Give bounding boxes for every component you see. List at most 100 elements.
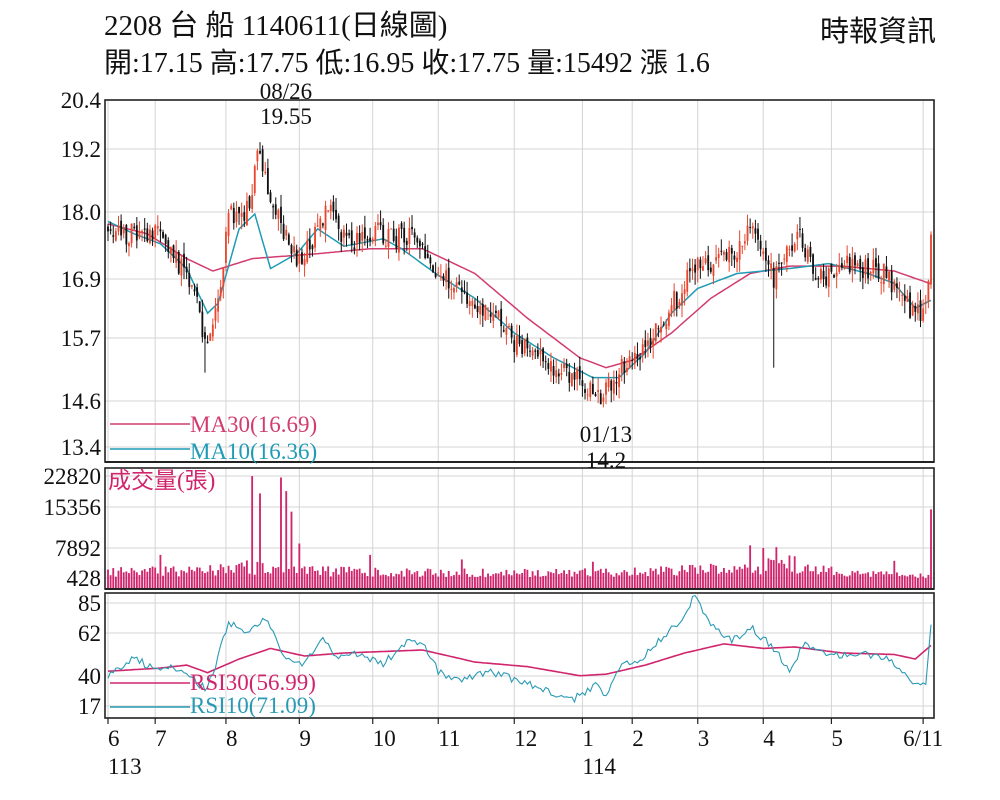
low-date-annotation: 01/13 [580,422,632,447]
volume-bar [298,543,301,589]
volume-bar [277,567,280,589]
volume-bar [817,574,820,589]
candle-body [285,229,288,236]
candle-body [209,333,212,341]
volume-bar [725,572,728,589]
volume-bar [322,566,324,589]
candle-body [266,167,269,194]
candle-body [143,228,146,230]
volume-bar [602,572,605,589]
volume-bar [544,575,547,589]
volume-bar [253,574,256,589]
rsi-tick-label: 17 [78,694,101,719]
volume-bar [864,573,867,589]
volume-bar [914,576,917,589]
candle-body [830,263,833,272]
candle-body [508,325,510,327]
candle-body [164,234,167,244]
candle-body [114,231,117,241]
volume-bar [927,574,930,589]
volume-bar [686,572,689,589]
candle-body [497,311,500,318]
source-brand: 時報資訊 [819,16,936,48]
volume-bar [445,576,448,589]
volume-bar [180,570,183,589]
volume-bar [641,573,644,589]
volume-bar [295,572,298,589]
candle-body [728,246,731,263]
volume-bar [741,568,744,589]
volume-bar [916,577,919,589]
candle-body [411,226,413,230]
candle-body [882,263,885,285]
volume-bar [432,574,434,589]
candle-body [662,324,665,326]
candle-body [909,292,911,318]
month-label: 6 [108,726,120,751]
candle-body [930,234,932,285]
volume-bar [403,576,406,589]
candle-body [615,381,618,384]
candle-body [678,302,681,306]
volume-bar [872,571,875,589]
volume-bar [785,568,788,589]
volume-bar [405,568,408,589]
volume-bar [733,566,736,589]
candle-body [387,228,390,247]
candle-body [345,232,348,236]
candle-body [151,230,154,240]
volume-tick-label: 15356 [44,495,102,520]
volume-panel-label: 成交量(張) [108,468,215,493]
volume-bar [804,566,807,589]
candle-body [256,150,259,162]
year-label: 114 [582,754,616,779]
volume-bar [822,565,825,589]
volume-bar [699,565,702,589]
volume-bar [340,566,343,589]
candle-body [725,252,728,260]
volume-bar [421,575,424,589]
candle-body [222,267,225,287]
candle-body [188,272,191,287]
candle-body [709,267,712,272]
candle-body [822,270,825,280]
candle-body [453,287,455,293]
volume-bar [814,566,817,589]
volume-bar [778,563,780,589]
candle-body [620,358,623,374]
candle-body [324,205,327,231]
volume-bar [143,568,146,589]
volume-bar [723,568,725,589]
candle-body [749,227,752,229]
volume-bar [610,574,613,589]
year-label: 113 [108,754,142,779]
candle-body [274,204,277,215]
candle-body [395,236,398,249]
volume-bar [809,571,812,589]
candle-body [893,281,896,290]
candle-body [649,338,652,346]
candle-body [764,247,767,261]
candle-body [809,246,812,257]
candle-body [877,263,880,279]
ma10-line [107,212,932,379]
volume-bar [209,565,212,589]
volume-bar [398,574,400,589]
volume-bar [429,569,432,589]
candle-body [335,209,337,220]
volume-bar [560,572,563,589]
volume-bar [130,567,133,589]
candle-body [851,258,854,271]
volume-bar [772,560,775,589]
volume-bar [909,574,911,589]
volume-bar [751,572,754,589]
volume-bar [358,568,361,589]
candle-body [269,192,272,203]
volume-bar [434,573,437,589]
volume-bar [854,572,856,589]
volume-bar [903,575,906,589]
volume-bar [647,576,649,589]
candle-body [455,282,458,288]
candle-body [403,227,406,243]
volume-bar [120,567,123,589]
